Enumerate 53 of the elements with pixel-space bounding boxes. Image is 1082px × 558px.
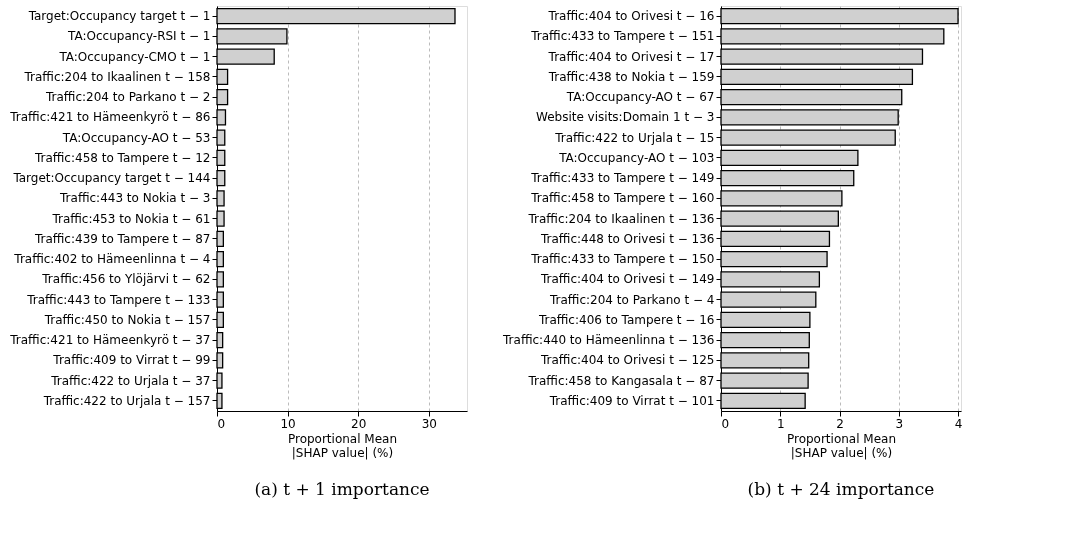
y-tick-label: Traffic:439 to Tampere t − 87 — [33, 231, 211, 246]
y-tick-label: Traffic:421 to Hämeenkyrö t − 86 — [9, 110, 211, 125]
x-tick-label: 20 — [351, 416, 367, 431]
y-tick-label: Traffic:404 to Orivesi t − 16 — [547, 9, 715, 24]
y-tick-label: Traffic:404 to Orivesi t − 125 — [539, 353, 715, 368]
y-tick-label: Target:Occupancy target t − 1 — [27, 9, 211, 24]
y-tick-label: Traffic:409 to Virrat t − 101 — [548, 393, 715, 408]
y-tick-label: Traffic:433 to Tampere t − 150 — [530, 252, 715, 267]
y-tick-label: TA:Occupancy-RSI t − 1 — [67, 29, 211, 44]
y-tick-label: Traffic:402 to Hämeenlinna t − 4 — [13, 252, 211, 267]
y-tick-label: Traffic:440 to Hämeenlinna t − 136 — [502, 333, 715, 348]
y-tick-label: Traffic:453 to Nokia t − 61 — [51, 211, 211, 226]
y-tick-label: Traffic:443 to Nokia t − 3 — [59, 191, 211, 206]
x-axis-title: Proportional Mean |SHAP value| (%) — [786, 431, 897, 460]
x-tick-label: 0 — [721, 416, 730, 431]
y-tick-label: Traffic:450 to Nokia t − 157 — [43, 312, 211, 327]
y-tick-label: Traffic:422 to Urjala t − 15 — [554, 130, 715, 145]
x-tick-label: 0 — [217, 416, 226, 431]
y-tick-label: Traffic:204 to Ikaalinen t − 136 — [527, 211, 715, 226]
x-tick-label: 4 — [954, 416, 963, 431]
y-tick-label: TA:Occupancy-AO t − 103 — [558, 150, 715, 165]
y-tick-label: Traffic:404 to Orivesi t − 149 — [539, 272, 715, 287]
x-tick-label: 1 — [776, 416, 785, 431]
y-tick-label: Website visits:Domain 1 t − 3 — [535, 110, 715, 125]
x-tick-label: 2 — [836, 416, 844, 431]
y-tick-label: Target:Occupancy target t − 144 — [12, 171, 211, 186]
y-tick-label: Traffic:433 to Tampere t − 151 — [530, 29, 715, 44]
y-tick-label: TA:Occupancy-AO t − 53 — [61, 130, 211, 145]
y-tick-label: TA:Occupancy-AO t − 67 — [565, 90, 715, 105]
y-tick-label: Traffic:443 to Tampere t − 133 — [26, 292, 211, 307]
y-tick-label: Traffic:458 to Tampere t − 12 — [33, 150, 211, 165]
y-tick-label: TA:Occupancy-CMO t − 1 — [58, 49, 211, 64]
y-tick-label: Traffic:448 to Orivesi t − 136 — [539, 231, 715, 246]
y-tick-label: Traffic:433 to Tampere t − 149 — [530, 171, 715, 186]
y-tick-label: Traffic:422 to Urjala t − 37 — [50, 373, 211, 388]
text: (a) t + 1 importance — [254, 479, 430, 499]
x-axis-title: Proportional Mean |SHAP value| (%) — [287, 431, 398, 460]
y-tick-label: Traffic:204 to Parkano t − 2 — [44, 90, 211, 105]
y-tick-label: Traffic:409 to Virrat t − 99 — [52, 353, 211, 368]
y-tick-label: Traffic:204 to Ikaalinen t − 158 — [23, 69, 211, 84]
y-tick-label: Traffic:421 to Hämeenkyrö t − 37 — [9, 333, 211, 348]
y-tick-label: Traffic:438 to Nokia t − 159 — [547, 69, 715, 84]
y-tick-label: Traffic:458 to Kangasala t − 87 — [527, 373, 715, 388]
y-tick-label: Traffic:204 to Parkano t − 4 — [548, 292, 715, 307]
text: (b) t + 24 importance — [747, 479, 935, 499]
y-tick-label: Traffic:456 to Ylöjärvi t − 62 — [41, 272, 211, 287]
x-tick-label: 30 — [421, 416, 438, 431]
x-tick-label: 3 — [895, 416, 904, 431]
y-tick-label: Traffic:458 to Tampere t − 160 — [530, 191, 715, 206]
x-tick-label: 10 — [280, 416, 296, 431]
y-tick-label: Traffic:406 to Tampere t − 16 — [537, 312, 715, 327]
y-tick-label: Traffic:422 to Urjala t − 157 — [42, 393, 211, 408]
y-tick-label: Traffic:404 to Orivesi t − 17 — [547, 49, 715, 64]
